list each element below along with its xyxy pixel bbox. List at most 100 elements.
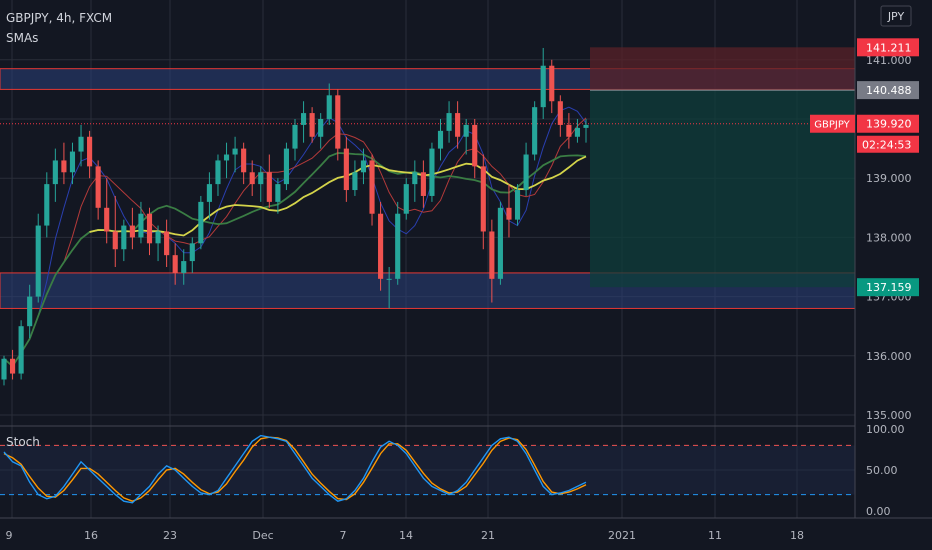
candle-body <box>437 130 444 149</box>
candle-body <box>309 113 315 137</box>
candle-body <box>497 207 503 279</box>
candle-body <box>557 101 563 125</box>
candle-body <box>335 95 341 149</box>
price-tick-label: 139.000 <box>866 172 912 185</box>
candle-body <box>112 231 118 250</box>
candles <box>1 47 589 386</box>
candle-body <box>472 124 478 167</box>
candle-body <box>343 148 349 191</box>
sma-fast-blue <box>3 106 587 367</box>
candle-body <box>395 213 401 279</box>
candle-body <box>489 231 495 279</box>
sma-red <box>3 117 587 367</box>
price-label: 137.159 <box>866 281 912 294</box>
currency-badge[interactable] <box>880 5 912 27</box>
stochastic-pane <box>0 434 855 504</box>
candle-body <box>506 207 512 220</box>
symbol-title[interactable]: GBPJPY, 4h, FXCM <box>6 11 112 25</box>
symbol-tag-bg <box>810 114 855 133</box>
stoch-k-line <box>3 434 587 504</box>
candle-body <box>386 278 392 280</box>
candle-body <box>540 65 546 108</box>
sma-yellow <box>89 155 587 237</box>
candle-body <box>514 190 521 220</box>
candle-body <box>146 213 153 244</box>
candle-body <box>198 201 204 244</box>
candle-body <box>61 160 67 173</box>
candle-body <box>455 113 461 137</box>
candle-body <box>206 184 212 202</box>
candle-body <box>446 113 452 131</box>
candle-body <box>44 184 50 226</box>
candle-body <box>378 213 384 279</box>
candle-body <box>181 261 187 273</box>
time-tick-label: 16 <box>84 529 98 542</box>
candle-body <box>121 225 127 250</box>
time-tick-label: 21 <box>481 529 495 542</box>
candle-body <box>420 172 426 196</box>
bar-countdown: 02:24:53 <box>862 139 911 152</box>
candle-body <box>352 172 358 191</box>
candle-body <box>129 225 135 238</box>
price-label-bg <box>857 81 919 100</box>
candle-body <box>52 160 58 185</box>
candle-body <box>1 358 7 380</box>
time-tick-label: 18 <box>790 529 804 542</box>
time-tick-label: 23 <box>163 529 177 542</box>
countdown-bg <box>857 135 919 153</box>
price-tick-label: 136.000 <box>866 350 912 363</box>
candle-body <box>215 160 221 185</box>
time-tick-label: 2021 <box>608 529 636 542</box>
candle-body <box>223 154 230 161</box>
time-tick-label: 14 <box>399 529 413 542</box>
candle-body <box>87 136 93 167</box>
stop-loss-area <box>590 47 855 91</box>
candle-body <box>549 65 555 102</box>
candle-body <box>574 127 581 137</box>
candle-body <box>412 172 418 185</box>
candle-body <box>369 160 375 214</box>
price-label-bg <box>857 38 919 57</box>
price-tick-label: 141.000 <box>866 54 912 67</box>
stoch-band <box>0 445 855 495</box>
price-tick-label: 138.000 <box>866 231 912 244</box>
candle-body <box>283 148 290 185</box>
moving-averages <box>3 106 587 368</box>
candle-body <box>360 160 367 173</box>
time-tick-label: 11 <box>708 529 722 542</box>
candle-body <box>429 148 435 196</box>
candle-body <box>104 207 110 232</box>
candle-body <box>172 255 178 273</box>
price-label: 139.920 <box>866 118 912 131</box>
candle-body <box>463 124 469 137</box>
candle-body <box>318 119 324 137</box>
candle-body <box>35 225 41 297</box>
time-tick-label: Dec <box>252 529 273 542</box>
candle-body <box>258 172 264 185</box>
price-label-bg <box>857 278 919 297</box>
stoch-tick-label: 50.00 <box>866 464 898 477</box>
price-label-bg <box>857 114 919 133</box>
price-label: 141.211 <box>866 41 912 54</box>
candle-body <box>155 231 161 244</box>
candle-body <box>275 184 281 202</box>
candle-body <box>18 326 24 374</box>
candle-body <box>189 243 195 262</box>
stoch-tick-label: 100.00 <box>866 423 905 436</box>
candle-body <box>403 184 409 214</box>
stoch-tick-label: 0.00 <box>866 505 891 518</box>
candle-body <box>249 172 255 185</box>
currency-label: JPY <box>887 10 905 23</box>
candle-body <box>292 124 298 149</box>
candle-body <box>9 358 16 374</box>
candle-body <box>27 296 33 327</box>
indicator-label[interactable]: SMAs <box>6 31 38 45</box>
candle-body <box>95 166 101 208</box>
candle-body <box>69 151 76 173</box>
stoch-title[interactable]: Stoch <box>6 435 40 449</box>
time-tick-label: 7 <box>340 529 347 542</box>
stoch-d-line <box>3 436 587 502</box>
candle-body <box>300 113 307 125</box>
